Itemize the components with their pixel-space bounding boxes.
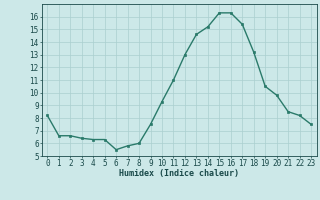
X-axis label: Humidex (Indice chaleur): Humidex (Indice chaleur) — [119, 169, 239, 178]
